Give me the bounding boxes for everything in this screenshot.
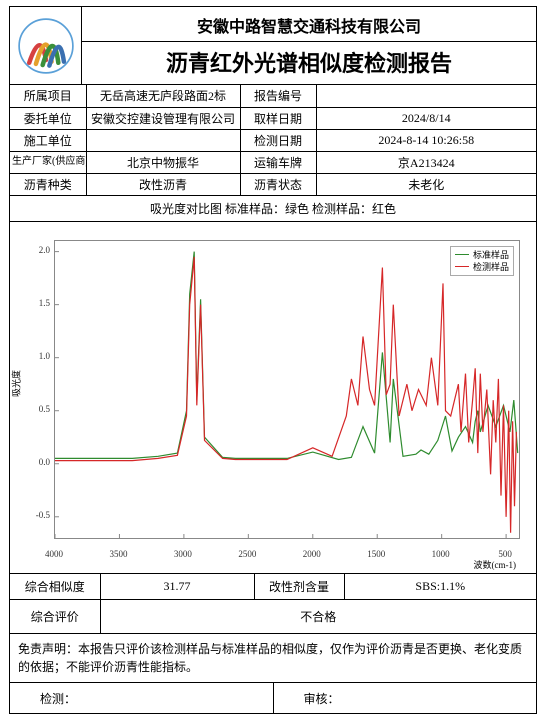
asphalt-type-value: 改性沥青 [86,173,240,195]
asphalt-state-value: 未老化 [316,173,536,195]
modifier-label: 改性剂含量 [254,574,344,600]
results-table: 综合相似度 31.77 改性剂含量 SBS:1.1% 综合评价 不合格 [10,574,536,635]
tester-label: 检测： [10,683,273,713]
test-date-value: 2024-8-14 10:26:58 [316,129,536,151]
series-standard [55,251,518,459]
modifier-value: SBS:1.1% [344,574,536,600]
info-table: 所属项目 无岳高速无庐段路面2标 报告编号 委托单位 安徽交控建设管理有限公司 … [10,85,536,196]
producer-label: 生产厂家(供应商) [10,151,86,173]
similarity-label: 综合相似度 [10,574,100,600]
legend-row-test: 检测样品 [455,261,509,273]
asphalt-type-label: 沥青种类 [10,173,86,195]
client-value: 安徽交控建设管理有限公司 [86,107,240,129]
company-name: 安徽中路智慧交通科技有限公司 [82,7,536,41]
ytick: 1.0 [10,351,50,361]
legend-row-standard: 标准样品 [455,249,509,261]
project-label: 所属项目 [10,85,86,107]
evaluation-label: 综合评价 [10,600,100,634]
producer-value: 北京中物振华 [86,151,240,173]
test-date-label: 检测日期 [240,129,316,151]
xtick: 2500 [238,549,256,559]
xtick: 3000 [174,549,192,559]
ytick: 1.5 [10,298,50,308]
vehicle-value: 京A213424 [316,151,536,173]
disclaimer-text: 免责声明：本报告只评价该检测样品与标准样品的相似度，仅作为评价沥青是否更换、老化… [10,634,536,683]
vehicle-label: 运输车牌 [240,151,316,173]
legend-label-test: 检测样品 [473,261,509,273]
xtick: 500 [498,549,512,559]
ytick: 0.5 [10,404,50,414]
project-value: 无岳高速无庐段路面2标 [86,85,240,107]
report-no-value [316,85,536,107]
x-axis-label: 波数(cm-1) [474,558,517,571]
series-test [55,256,516,532]
legend-label-standard: 标准样品 [473,249,509,261]
xtick: 1500 [367,549,385,559]
xtick: 2000 [303,549,321,559]
similarity-value: 31.77 [100,574,254,600]
legend-swatch-standard [455,254,469,255]
xtick: 3500 [109,549,127,559]
evaluation-value: 不合格 [100,600,536,634]
chart-caption: 吸光度对比图 标准样品：绿色 检测样品：红色 [10,196,536,222]
company-logo [10,7,82,84]
title-block: 安徽中路智慧交通科技有限公司 沥青红外光谱相似度检测报告 [82,7,536,84]
logo-icon [18,18,74,74]
y-axis-label: 吸光度 [10,370,23,397]
ytick: 2.0 [10,245,50,255]
asphalt-state-label: 沥青状态 [240,173,316,195]
legend-swatch-test [455,266,469,267]
report-page: 安徽中路智慧交通科技有限公司 沥青红外光谱相似度检测报告 所属项目 无岳高速无庐… [9,6,537,714]
spectrum-chart: 吸光度 波数(cm-1) 标准样品 检测样品 -0.5 0.0 0.5 1.0 1.5 2… [10,222,536,574]
builder-value [86,129,240,151]
plot-svg [55,241,519,538]
report-no-label: 报告编号 [240,85,316,107]
client-label: 委托单位 [10,107,86,129]
report-title: 沥青红外光谱相似度检测报告 [82,41,536,84]
chart-legend: 标准样品 检测样品 [450,246,514,276]
sample-date-value: 2024/8/14 [316,107,536,129]
header: 安徽中路智慧交通科技有限公司 沥青红外光谱相似度检测报告 [10,7,536,85]
builder-label: 施工单位 [10,129,86,151]
xtick: 4000 [45,549,63,559]
xtick: 1000 [432,549,450,559]
sample-date-label: 取样日期 [240,107,316,129]
plot-frame [54,240,520,539]
ytick: -0.5 [10,510,50,520]
reviewer-label: 审核： [273,683,536,713]
ytick: 0.0 [10,457,50,467]
signature-row: 检测： 审核： [10,683,536,713]
